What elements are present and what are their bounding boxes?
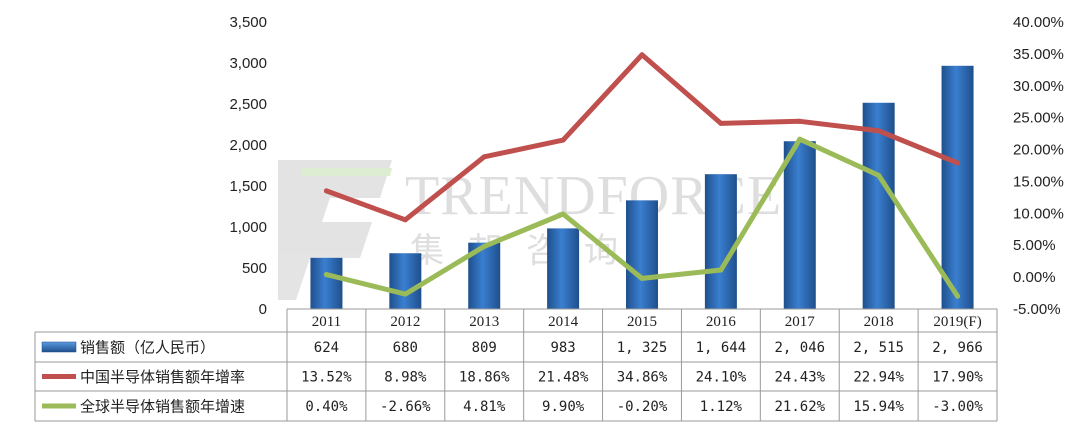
bar: [783, 141, 816, 309]
category-label: 2017: [785, 314, 816, 330]
line-point: [955, 293, 961, 299]
category-label: 2011: [312, 314, 341, 330]
data-label: 2, 966: [932, 340, 983, 356]
right-axis-tick: 5.00%: [1013, 237, 1056, 254]
data-label: 21.62%: [774, 399, 825, 415]
left-axis-tick: 2,500: [229, 96, 267, 113]
data-label: 13.52%: [301, 370, 352, 386]
data-label: 17.90%: [932, 370, 983, 386]
data-label: -2.66%: [380, 399, 431, 415]
right-axis-tick: 20.00%: [1013, 142, 1064, 159]
data-label: 21.48%: [538, 370, 589, 386]
plot-area: [310, 52, 974, 310]
left-axis-tick: 0: [259, 301, 267, 318]
right-axis-tick: 0.00%: [1013, 269, 1056, 286]
category-label: 2015: [627, 314, 657, 330]
data-label: 24.43%: [774, 370, 825, 386]
data-label: -3.00%: [932, 399, 983, 415]
line-point: [639, 275, 645, 281]
left-axis-tick: 1,500: [229, 178, 267, 195]
data-label: 809: [472, 340, 497, 356]
axes: 0 500 1,000 1,500 2,000 2,500 3,000 3,500 -5.00%…: [229, 14, 1063, 318]
left-axis-tick: 3,000: [229, 55, 267, 72]
category-label: 2016: [706, 314, 737, 330]
data-label: 2, 515: [853, 340, 904, 356]
data-label: 4.81%: [463, 399, 506, 415]
line-point: [402, 217, 408, 223]
data-table: 2011 2012 2013 2014 2015 2016 2017 2018 2019(F) 销…: [34, 308, 998, 422]
category-label: 2018: [864, 314, 894, 330]
left-axis-tick: 3,500: [229, 14, 267, 31]
line-point: [797, 118, 803, 124]
data-label: 1.12%: [700, 399, 743, 415]
line-point: [560, 137, 566, 143]
data-label: 1, 644: [696, 340, 747, 356]
data-label: 18.86%: [459, 370, 510, 386]
line-point: [402, 291, 408, 297]
bar: [310, 257, 343, 309]
left-axis-tick: 500: [242, 260, 267, 277]
legend-label: 全球半导体销售额年增速: [80, 398, 245, 416]
category-label: 2019(F): [933, 314, 981, 330]
category-label: 2012: [390, 314, 420, 330]
bar: [389, 253, 422, 309]
line-point: [955, 160, 961, 166]
line-point: [797, 136, 803, 142]
data-label: 0.40%: [305, 399, 348, 415]
data-label: 8.98%: [384, 370, 427, 386]
category-label: 2013: [469, 314, 499, 330]
right-axis-tick: 30.00%: [1013, 78, 1064, 95]
right-axis-tick: 40.00%: [1013, 14, 1064, 31]
right-axis-tick: 25.00%: [1013, 110, 1064, 127]
bar: [626, 200, 658, 309]
right-axis-tick: 35.00%: [1013, 46, 1064, 63]
watermark-logo-icon: [278, 160, 392, 300]
legend-label: 中国半导体销售额年增率: [80, 368, 245, 386]
data-label: 1, 325: [617, 340, 668, 356]
line-point: [639, 52, 645, 58]
left-axis-tick: 2,000: [229, 137, 267, 154]
data-label: 9.90%: [542, 399, 585, 415]
data-label: 624: [314, 340, 339, 356]
line-point: [876, 172, 882, 178]
bar: [547, 228, 580, 309]
line-point: [481, 243, 487, 249]
line-point: [481, 154, 487, 160]
bar: [941, 65, 974, 310]
data-label: 24.10%: [696, 370, 747, 386]
right-axis-tick: 15.00%: [1013, 173, 1064, 190]
watermark-brand-cn: 集邦咨询: [410, 231, 642, 271]
data-label: 983: [550, 340, 575, 356]
right-axis-tick: 10.00%: [1013, 205, 1064, 222]
data-label: -0.20%: [617, 399, 668, 415]
legend-swatch-bar: [41, 341, 77, 353]
line-point: [718, 267, 724, 273]
right-axis-tick: -5.00%: [1013, 301, 1061, 318]
line-point: [876, 128, 882, 134]
data-label: 15.94%: [853, 399, 904, 415]
data-label: 680: [393, 340, 418, 356]
data-label: 22.94%: [853, 370, 904, 386]
line-point: [560, 211, 566, 217]
legend-label: 销售额（亿人民币）: [80, 339, 215, 357]
line-point: [323, 188, 329, 194]
line-point: [323, 272, 329, 278]
data-label: 2, 046: [774, 340, 825, 356]
line-point: [718, 120, 724, 126]
left-axis-tick: 1,000: [229, 219, 267, 236]
category-label: 2014: [548, 314, 579, 330]
bar: [704, 174, 737, 309]
data-label: 34.86%: [617, 370, 668, 386]
